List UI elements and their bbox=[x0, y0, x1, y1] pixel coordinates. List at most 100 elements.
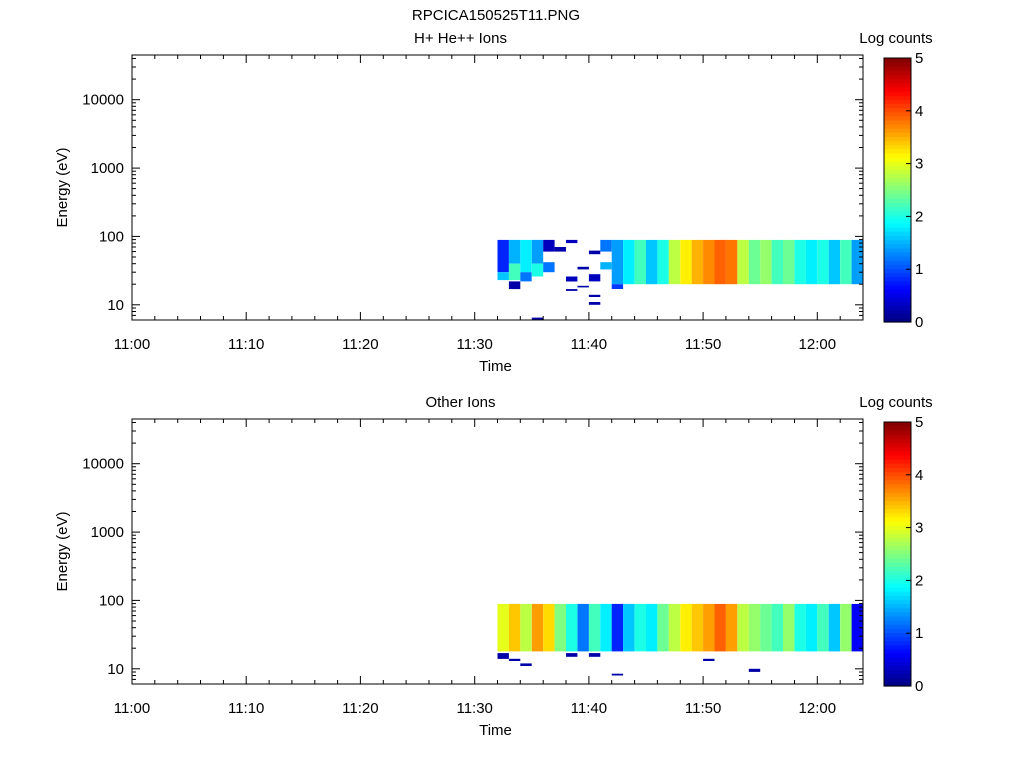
colorbar-band bbox=[884, 206, 911, 212]
colorbar-band bbox=[884, 488, 911, 493]
colorbar-band bbox=[884, 289, 911, 294]
heatmap-cell bbox=[794, 239, 806, 285]
heatmap-cell bbox=[737, 603, 749, 652]
colorbar-band bbox=[884, 471, 911, 477]
heatmap-cell bbox=[508, 281, 521, 290]
colorbar-band bbox=[884, 422, 911, 427]
colorbar-band bbox=[884, 165, 911, 170]
colorbar-band bbox=[884, 644, 911, 650]
colorbar-band bbox=[884, 223, 911, 228]
colorbar-label: Log counts bbox=[859, 394, 932, 411]
colorbar: 0 1 2 3 4 5 Log counts bbox=[859, 394, 932, 695]
heatmap-cell bbox=[817, 239, 829, 285]
heatmap-cell bbox=[611, 239, 624, 285]
y-axis-label: Energy (eV) bbox=[54, 511, 71, 591]
colorbar-band bbox=[884, 305, 911, 311]
colorbar-band bbox=[884, 181, 911, 187]
colorbar-band bbox=[884, 202, 911, 208]
colorbar-band bbox=[884, 545, 911, 551]
colorbar-band bbox=[884, 587, 911, 592]
colorbar-band bbox=[884, 218, 911, 224]
heatmap-cell bbox=[520, 663, 532, 666]
heatmap-cell bbox=[646, 603, 658, 652]
heatmap-cell bbox=[611, 284, 624, 289]
colorbar-band bbox=[884, 463, 911, 468]
heatmap-cell bbox=[520, 603, 532, 652]
heatmap-cell bbox=[748, 603, 761, 652]
heatmap-cell bbox=[531, 239, 544, 264]
heatmap-cell bbox=[657, 239, 669, 285]
colorbar-band bbox=[884, 95, 911, 100]
colorbar-band bbox=[884, 620, 911, 625]
colorbar-band bbox=[884, 124, 911, 129]
heatmap-cell bbox=[737, 239, 749, 285]
colorbar-band bbox=[884, 611, 911, 617]
colorbar-tick-label: 1 bbox=[915, 625, 923, 642]
colorbar-band bbox=[884, 136, 911, 142]
colorbar-band bbox=[884, 231, 911, 236]
heatmap-cell bbox=[703, 603, 715, 652]
heatmap-cell bbox=[646, 239, 658, 285]
heatmap-cell bbox=[543, 239, 555, 252]
heatmap-cell bbox=[497, 603, 509, 652]
colorbar-band bbox=[884, 442, 911, 448]
colorbar-band bbox=[884, 483, 911, 489]
colorbar-band bbox=[884, 570, 911, 576]
colorbar-band bbox=[884, 624, 911, 629]
y-tick-label: 10 bbox=[107, 297, 124, 314]
colorbar-band bbox=[884, 214, 911, 220]
colorbar-band bbox=[884, 260, 911, 265]
colorbar-band bbox=[884, 558, 911, 563]
colorbar-tick-label: 0 bbox=[915, 678, 923, 695]
colorbar-band bbox=[884, 467, 911, 473]
colorbar-band bbox=[884, 115, 911, 121]
colorbar-band bbox=[884, 280, 911, 286]
colorbar-band bbox=[884, 293, 911, 298]
colorbar-tick-label: 4 bbox=[915, 467, 923, 484]
colorbar-band bbox=[884, 554, 911, 559]
heatmap-cell bbox=[714, 239, 726, 285]
heatmap-cell bbox=[531, 263, 544, 277]
colorbar-band bbox=[884, 640, 911, 646]
colorbar-tick-label: 2 bbox=[915, 572, 923, 589]
colorbar-label: Log counts bbox=[859, 30, 932, 47]
colorbar-band bbox=[884, 144, 911, 150]
colorbar-band bbox=[884, 504, 911, 510]
heatmap-cell bbox=[840, 603, 852, 652]
x-tick-label: 12:00 bbox=[799, 700, 837, 717]
colorbar-band bbox=[884, 177, 911, 183]
colorbar-tick-label: 3 bbox=[915, 520, 923, 537]
heatmap-cell bbox=[588, 294, 601, 297]
heatmap-cell bbox=[783, 239, 795, 285]
heatmap-cell bbox=[725, 603, 738, 652]
x-tick-label: 11:40 bbox=[571, 700, 607, 717]
colorbar-band bbox=[884, 615, 911, 621]
heatmap-cell bbox=[531, 317, 544, 320]
heatmap-cell bbox=[588, 603, 601, 652]
heatmap-cell bbox=[577, 285, 589, 288]
heatmap-cell bbox=[600, 603, 612, 652]
colorbar-band bbox=[884, 455, 911, 460]
colorbar-band bbox=[884, 235, 911, 241]
colorbar-band bbox=[884, 578, 911, 584]
y-tick-label: 1000 bbox=[91, 160, 124, 177]
colorbar-band bbox=[884, 251, 911, 257]
x-tick-label: 11:10 bbox=[228, 336, 264, 353]
colorbar-band bbox=[884, 264, 911, 269]
y-tick-label: 1000 bbox=[91, 524, 124, 541]
heatmap-cell bbox=[668, 603, 681, 652]
colorbar-band bbox=[884, 661, 911, 666]
colorbar-tick-label: 3 bbox=[915, 156, 923, 173]
colorbar-band bbox=[884, 111, 911, 117]
colorbar-band bbox=[884, 657, 911, 662]
colorbar-band bbox=[884, 173, 911, 179]
colorbar-band bbox=[884, 185, 911, 191]
colorbar-band bbox=[884, 119, 911, 125]
x-tick-label: 11:00 bbox=[114, 336, 150, 353]
colorbar-band bbox=[884, 492, 911, 497]
heatmap-cell bbox=[508, 658, 521, 661]
colorbar-band bbox=[884, 434, 911, 440]
heatmap-cell bbox=[566, 276, 578, 282]
